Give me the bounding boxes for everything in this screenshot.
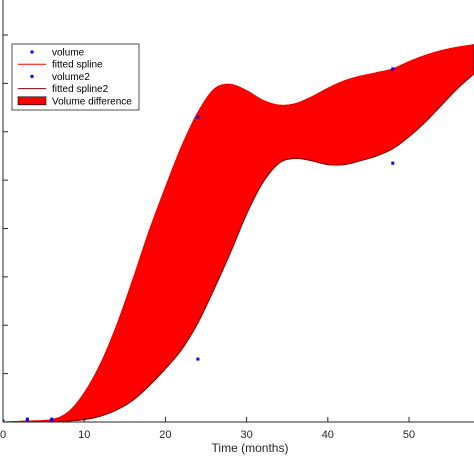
volume-point <box>196 115 200 119</box>
plot-content <box>3 44 474 422</box>
legend-marker <box>30 50 34 54</box>
legend-marker <box>30 74 34 78</box>
legend-label: fitted spline <box>52 60 103 71</box>
x-axis-label: Time (months) <box>212 441 289 455</box>
x-tick-label: 50 <box>403 429 415 441</box>
volume2-point <box>25 420 29 422</box>
legend-patch <box>17 96 47 106</box>
legend-label: Volume difference <box>52 96 132 107</box>
volume2-point <box>196 357 200 361</box>
volume-point <box>25 417 29 421</box>
x-tick-label: 30 <box>240 429 252 441</box>
fitted-spline-line <box>3 44 474 422</box>
fitted-spline2-line <box>3 73 474 422</box>
axes: 0 10 20 30 40 50 <box>0 0 474 441</box>
x-tick-label: 10 <box>78 429 90 441</box>
legend-label: fitted spline2 <box>52 84 109 95</box>
legend-label: volume2 <box>52 72 90 83</box>
volume2-point <box>50 419 54 422</box>
volume2-point <box>391 161 395 165</box>
plot-area <box>3 44 474 422</box>
x-tick-label: 0 <box>0 429 6 441</box>
x-tick-label: 40 <box>322 429 334 441</box>
legend-label: volume <box>52 48 85 59</box>
volume2-point <box>3 420 5 422</box>
x-tick-label: 20 <box>159 429 171 441</box>
volume-point <box>391 67 395 71</box>
